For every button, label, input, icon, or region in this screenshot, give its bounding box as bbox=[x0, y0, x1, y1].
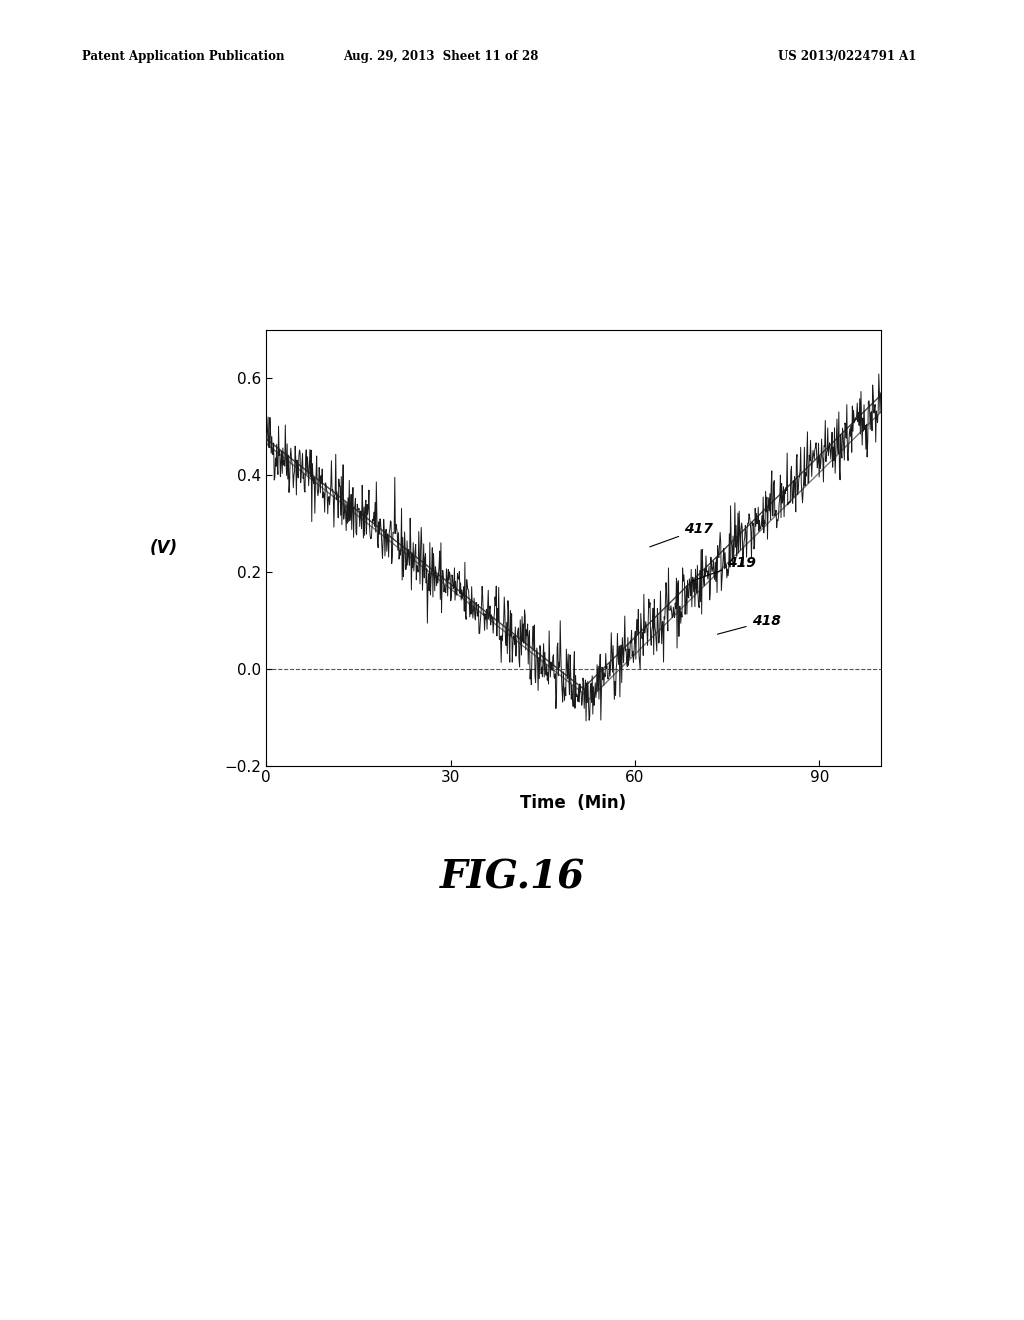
Text: Patent Application Publication: Patent Application Publication bbox=[82, 50, 285, 63]
Text: 417: 417 bbox=[650, 523, 713, 546]
Text: US 2013/0224791 A1: US 2013/0224791 A1 bbox=[778, 50, 916, 63]
Text: Aug. 29, 2013  Sheet 11 of 28: Aug. 29, 2013 Sheet 11 of 28 bbox=[343, 50, 538, 63]
Text: FIG.16: FIG.16 bbox=[439, 859, 585, 896]
X-axis label: Time  (Min): Time (Min) bbox=[520, 793, 627, 812]
Text: (V): (V) bbox=[150, 539, 178, 557]
Text: 419: 419 bbox=[693, 556, 756, 581]
Text: 418: 418 bbox=[718, 614, 780, 634]
